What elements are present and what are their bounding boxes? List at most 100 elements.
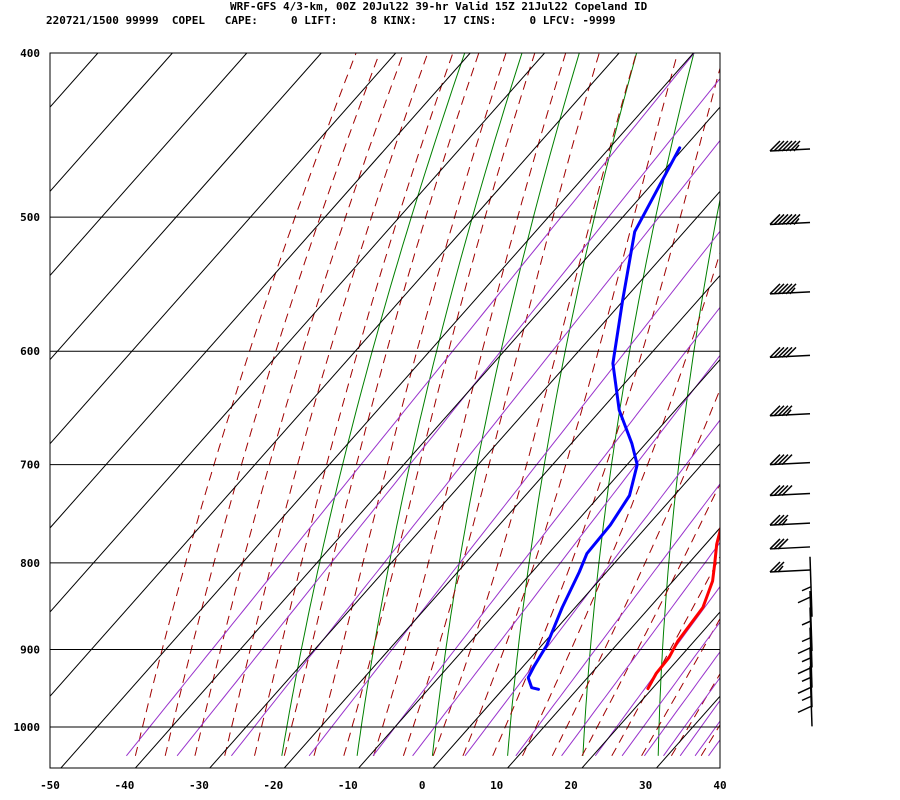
mixing-ratio-line bbox=[464, 419, 720, 757]
isotherm-line bbox=[50, 53, 248, 277]
moist-adiabat-line bbox=[313, 53, 507, 756]
background-lines bbox=[50, 53, 900, 768]
isotherm-line bbox=[50, 53, 620, 697]
mixing-ratio-line bbox=[694, 720, 720, 757]
pressure-tick-label: 600 bbox=[20, 345, 40, 358]
pressure-tick-label: 400 bbox=[20, 47, 40, 60]
dry-adiabat-line bbox=[733, 53, 808, 756]
mixing-ratio-line bbox=[126, 53, 695, 757]
temperature-tick-label: 10 bbox=[490, 779, 503, 792]
temperature-tick-label: -40 bbox=[114, 779, 134, 792]
temperature-tick-label: -50 bbox=[40, 779, 60, 792]
dry-adiabat-line bbox=[431, 53, 580, 756]
moist-adiabat-line bbox=[700, 723, 720, 757]
moist-adiabat-line bbox=[611, 555, 720, 757]
isotherm-line bbox=[50, 53, 471, 529]
mixing-ratio-line bbox=[176, 77, 720, 757]
plot-frame bbox=[49, 52, 721, 769]
pressure-tick-label: 700 bbox=[20, 459, 40, 472]
temperature-tick-label: 30 bbox=[639, 779, 652, 792]
wind-barb-column bbox=[769, 140, 813, 727]
isotherm-line bbox=[50, 53, 322, 361]
chart-title: WRF-GFS 4/3-km, 00Z 20Jul22 39-hr Valid … bbox=[230, 0, 648, 13]
dry-adiabat-line bbox=[356, 53, 523, 756]
mixing-ratio-line bbox=[679, 699, 720, 757]
sounding-stats-line: 220721/1500 99999 COPEL CAPE: 0 LIFT: 8 … bbox=[46, 14, 616, 27]
isotherm-line bbox=[507, 527, 720, 768]
isotherm-line bbox=[60, 53, 694, 768]
moist-adiabat-line bbox=[373, 53, 567, 756]
temperature-tick-label: 20 bbox=[564, 779, 577, 792]
isotherm-line bbox=[731, 53, 900, 768]
sounding-profiles bbox=[526, 146, 720, 691]
isotherm-line bbox=[581, 611, 720, 768]
moist-adiabat-line bbox=[641, 617, 720, 757]
moist-adiabat-line bbox=[492, 66, 720, 757]
isotherm-line bbox=[50, 53, 99, 108]
temperature-tick-label: 0 bbox=[419, 779, 426, 792]
mixing-ratio-line bbox=[561, 541, 720, 757]
isotherm-line bbox=[358, 358, 720, 768]
moist-adiabat-line bbox=[522, 251, 720, 757]
moist-adiabat-line bbox=[462, 53, 679, 756]
moist-adiabat-line bbox=[581, 482, 720, 757]
plot-grid bbox=[50, 52, 720, 728]
moist-adiabat-line bbox=[731, 53, 900, 756]
wind-barb bbox=[769, 561, 811, 573]
pressure-tick-label: 500 bbox=[20, 211, 40, 224]
dry-adiabat-line bbox=[507, 53, 638, 756]
wind-barb bbox=[797, 556, 813, 617]
wind-barb bbox=[769, 283, 811, 295]
moist-adiabat-line bbox=[134, 53, 357, 756]
isotherm-line bbox=[283, 274, 720, 768]
mixing-ratio-line bbox=[308, 230, 720, 757]
mixing-ratio-line bbox=[231, 139, 720, 757]
temperature-axis: -50 -40 -30 -20 -10 0 10 20 30 40 bbox=[40, 779, 727, 792]
moist-adiabat-line bbox=[254, 53, 454, 756]
dry-adiabat-line bbox=[878, 53, 900, 756]
temperature-tick-label: -20 bbox=[263, 779, 283, 792]
temperature-profile-line bbox=[646, 525, 720, 690]
dry-adiabat-line bbox=[657, 197, 720, 756]
mixing-ratio-line bbox=[412, 354, 720, 757]
mixing-ratio-line bbox=[372, 306, 720, 757]
mixing-ratio-line bbox=[643, 651, 720, 757]
wind-barb bbox=[769, 140, 811, 152]
mixing-ratio-line bbox=[621, 621, 720, 757]
wind-barb bbox=[769, 484, 811, 497]
wind-barb bbox=[797, 666, 813, 727]
pressure-axis: 400 500 600 700 800 900 1000 bbox=[14, 47, 41, 734]
wind-barb bbox=[769, 346, 811, 359]
moist-adiabat-line bbox=[670, 672, 720, 757]
dry-adiabat-line bbox=[582, 53, 695, 756]
isotherm-line bbox=[135, 106, 720, 768]
wind-barb bbox=[769, 538, 811, 550]
dewpoint-profile-line bbox=[526, 146, 682, 691]
wind-barb bbox=[769, 514, 811, 526]
moist-adiabat-line bbox=[194, 53, 404, 756]
dry-adiabat-line bbox=[807, 53, 866, 756]
wind-barb bbox=[769, 454, 811, 466]
pressure-tick-label: 900 bbox=[20, 644, 40, 657]
mixing-ratio-line bbox=[515, 483, 720, 757]
temperature-tick-label: -30 bbox=[189, 779, 209, 792]
isotherm-line bbox=[50, 53, 173, 193]
isotherm-line bbox=[50, 53, 545, 613]
moist-adiabat-line bbox=[283, 53, 480, 756]
pressure-tick-label: 800 bbox=[20, 557, 40, 570]
isotherm-line bbox=[209, 190, 720, 768]
moist-adiabat-line bbox=[164, 53, 381, 756]
temperature-tick-label: -10 bbox=[338, 779, 358, 792]
wind-barb bbox=[769, 405, 811, 417]
wind-barb bbox=[769, 213, 811, 226]
isotherm-line bbox=[50, 53, 397, 445]
temperature-tick-label: 40 bbox=[713, 779, 726, 792]
isotherm-line bbox=[432, 443, 720, 768]
moist-adiabat-line bbox=[761, 53, 900, 756]
moist-adiabat-line bbox=[402, 53, 600, 756]
dry-adiabat-line bbox=[281, 53, 466, 756]
pressure-tick-label: 1000 bbox=[14, 721, 41, 734]
moist-adiabat-line bbox=[224, 53, 429, 756]
mixing-ratio-line bbox=[594, 585, 720, 757]
